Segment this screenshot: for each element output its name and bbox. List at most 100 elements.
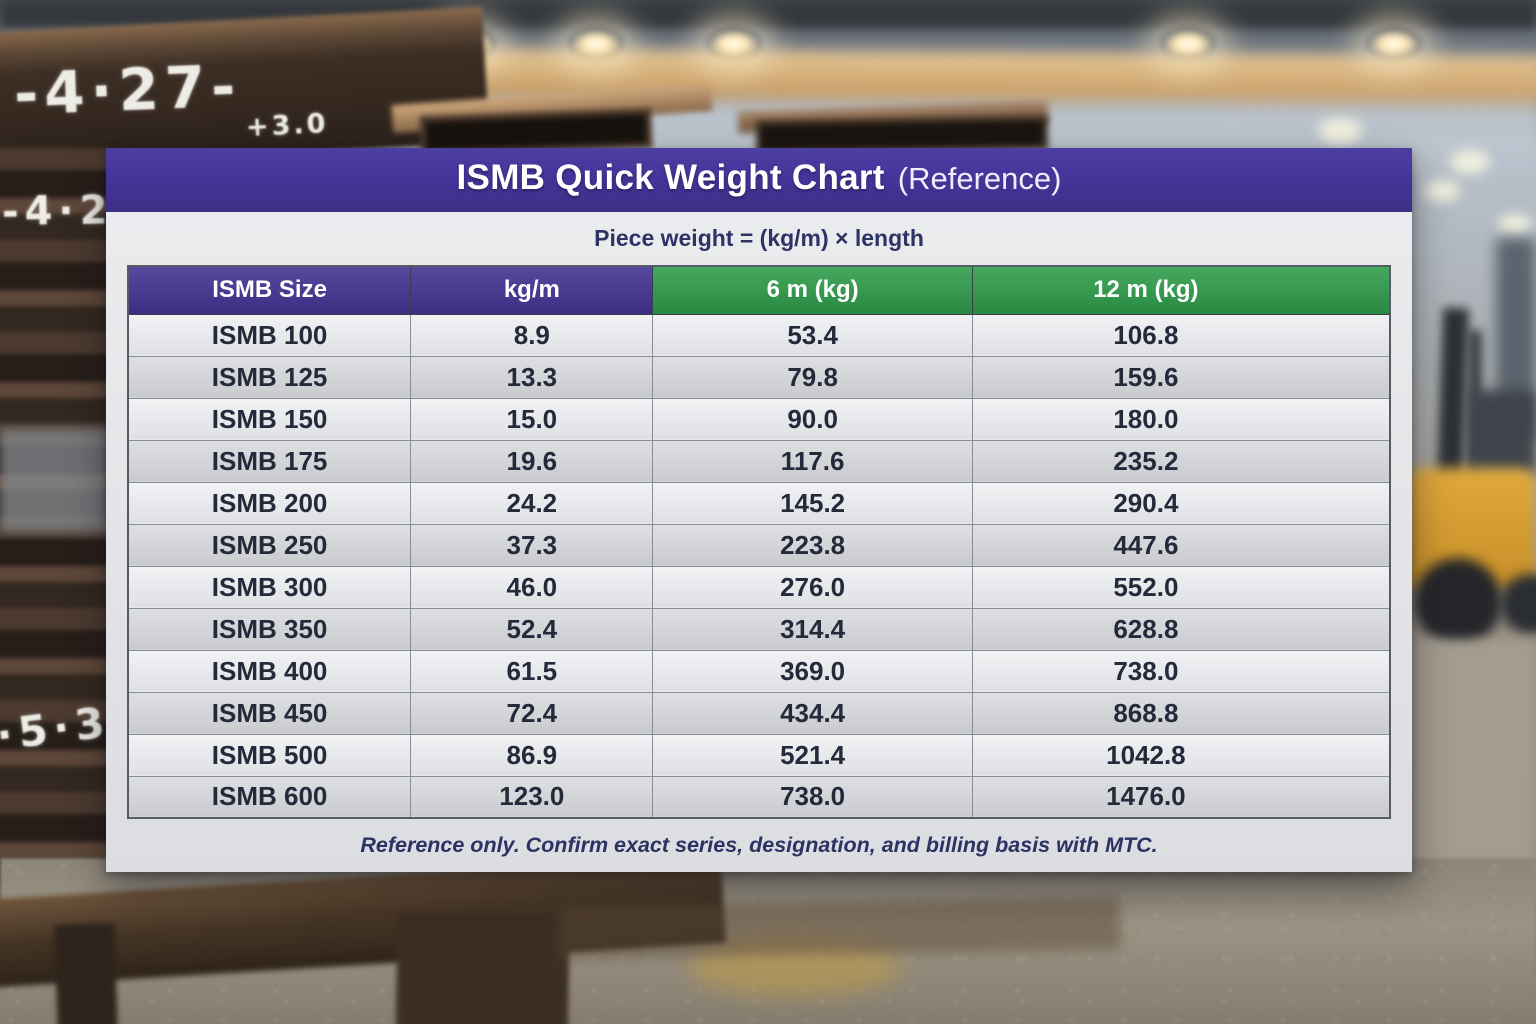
size-cell: ISMB 300 [127, 565, 412, 609]
value-cell: 552.0 [971, 565, 1391, 609]
weight-chart-card: ISMB Quick Weight Chart (Reference) Piec… [106, 148, 1412, 872]
value-cell: 24.2 [410, 481, 654, 525]
ibeam-web [54, 922, 118, 1024]
forklift-mast [1468, 330, 1482, 482]
size-cell: ISMB 200 [127, 481, 412, 525]
value-cell: 37.3 [410, 523, 654, 567]
distant-light [1424, 180, 1460, 202]
forklift-body [1406, 468, 1536, 590]
value-cell: 447.6 [971, 523, 1391, 567]
value-cell: 434.4 [652, 691, 973, 735]
value-cell: 738.0 [652, 775, 973, 819]
column-header: ISMB Size [127, 265, 412, 315]
table-row: ISMB 400 61.5 369.0 738.0 [127, 649, 1391, 693]
value-cell: 117.6 [652, 439, 973, 483]
column-header: kg/m [410, 265, 654, 315]
steel-tube-top-face [391, 82, 713, 134]
size-cell: ISMB 250 [127, 523, 412, 567]
value-cell: 223.8 [652, 523, 973, 567]
table-wrapper: ISMB Size kg/m 6 m (kg) 12 m (kg) ISMB 100 8… [106, 265, 1412, 819]
forklift-mast [1436, 307, 1470, 485]
table-row: ISMB 350 52.4 314.4 628.8 [127, 607, 1391, 651]
value-cell: 15.0 [410, 397, 654, 441]
floor-reflection [688, 938, 902, 996]
value-cell: 868.8 [971, 691, 1391, 735]
table-row: ISMB 600 123.0 738.0 1476.0 [127, 775, 1391, 819]
value-cell: 314.4 [652, 607, 973, 651]
table-row: ISMB 250 37.3 223.8 447.6 [127, 523, 1391, 567]
distant-light [1450, 150, 1490, 174]
stack-gap-light [0, 428, 110, 532]
table-row: ISMB 500 86.9 521.4 1042.8 [127, 733, 1391, 777]
concrete-floor-right [1406, 640, 1536, 880]
chalk-marking: -4·27- [12, 52, 243, 128]
value-cell: 145.2 [652, 481, 973, 525]
value-cell: 72.4 [410, 691, 654, 735]
concrete-floor [0, 858, 1536, 1024]
table-row: ISMB 300 46.0 276.0 552.0 [127, 565, 1391, 609]
value-cell: 52.4 [410, 607, 654, 651]
size-cell: ISMB 175 [127, 439, 412, 483]
value-cell: 123.0 [410, 775, 654, 819]
ceiling-light [1366, 28, 1422, 60]
crane-girder-beam [395, 47, 1536, 111]
size-cell: ISMB 500 [127, 733, 412, 777]
value-cell: 53.4 [652, 313, 973, 357]
steel-stack-top [0, 6, 490, 170]
table-row: ISMB 450 72.4 434.4 868.8 [127, 691, 1391, 735]
column-header: 12 m (kg) [971, 265, 1391, 315]
value-cell: 106.8 [971, 313, 1391, 357]
ceiling-light [440, 28, 496, 60]
value-cell: 8.9 [410, 313, 654, 357]
steel-tube-top-face [737, 100, 1049, 134]
value-cell: 86.9 [410, 733, 654, 777]
chart-footnote: Reference only. Confirm exact series, de… [360, 833, 1158, 857]
value-cell: 13.3 [410, 355, 654, 399]
weight-table: ISMB Size kg/m 6 m (kg) 12 m (kg) ISMB 100 8… [127, 265, 1391, 819]
forklift-wheel [1414, 558, 1502, 646]
chart-header: ISMB Quick Weight Chart (Reference) [106, 148, 1412, 212]
size-cell: ISMB 125 [127, 355, 412, 399]
value-cell: 235.2 [971, 439, 1391, 483]
forklift-wheel [1500, 574, 1536, 634]
table-row: ISMB 200 24.2 145.2 290.4 [127, 481, 1391, 525]
value-cell: 46.0 [410, 565, 654, 609]
value-cell: 628.8 [971, 607, 1391, 651]
size-cell: ISMB 600 [127, 775, 412, 819]
value-cell: 79.8 [652, 355, 973, 399]
table-row: ISMB 175 19.6 117.6 235.2 [127, 439, 1391, 483]
value-cell: 369.0 [652, 649, 973, 693]
size-cell: ISMB 100 [127, 313, 412, 357]
value-cell: 738.0 [971, 649, 1391, 693]
size-cell: ISMB 350 [127, 607, 412, 651]
table-row: ISMB 150 15.0 90.0 180.0 [127, 397, 1391, 441]
floor-steel-beam [559, 897, 1121, 959]
value-cell: 1476.0 [971, 775, 1391, 819]
value-cell: 1042.8 [971, 733, 1391, 777]
distant-light [1318, 118, 1362, 144]
warehouse-rack [1496, 238, 1536, 438]
ceiling-band [0, 0, 1536, 28]
value-cell: 159.6 [971, 355, 1391, 399]
value-cell: 61.5 [410, 649, 654, 693]
chart-title-suffix: (Reference) [897, 161, 1062, 196]
chart-title: ISMB Quick Weight Chart [456, 158, 885, 197]
ceiling-light [706, 28, 762, 60]
value-cell: 180.0 [971, 397, 1391, 441]
value-cell: 19.6 [410, 439, 654, 483]
forklift-cage [1470, 390, 1536, 476]
chalk-marking: +3.0 [245, 107, 330, 144]
size-cell: ISMB 150 [127, 397, 412, 441]
table-header-row: ISMB Size kg/m 6 m (kg) 12 m (kg) [127, 265, 1391, 315]
size-cell: ISMB 400 [127, 649, 412, 693]
table-row: ISMB 100 8.9 53.4 106.8 [127, 313, 1391, 357]
size-cell: ISMB 450 [127, 691, 412, 735]
table-row: ISMB 125 13.3 79.8 159.6 [127, 355, 1391, 399]
value-cell: 90.0 [652, 397, 973, 441]
floor-steel-beam [394, 912, 570, 1024]
value-cell: 276.0 [652, 565, 973, 609]
ibeam-flange [0, 885, 281, 941]
value-cell: 521.4 [652, 733, 973, 777]
value-cell: 290.4 [971, 481, 1391, 525]
